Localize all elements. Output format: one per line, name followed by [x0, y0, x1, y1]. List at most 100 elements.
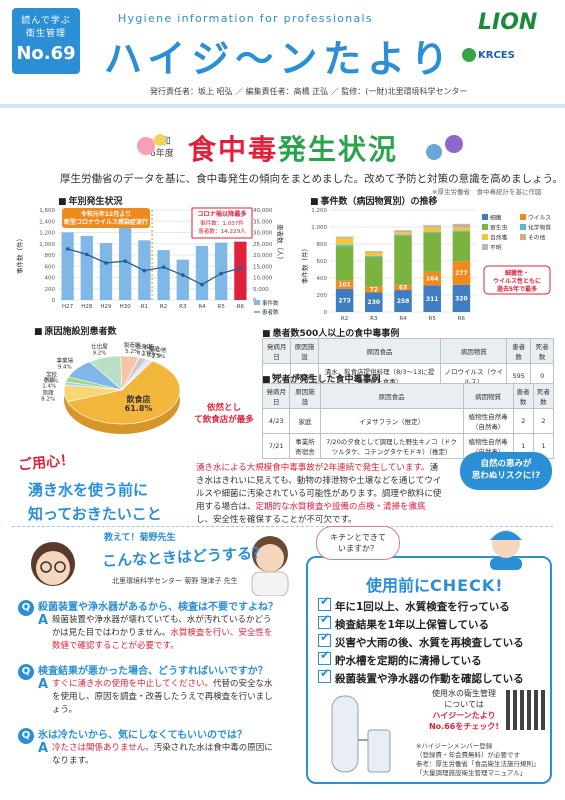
- table-cell: 2: [512, 408, 534, 434]
- bar: [99, 242, 113, 300]
- stacked-bar: [452, 231, 471, 262]
- y-tick: 400: [317, 276, 328, 282]
- slice-value: 9.4%: [58, 364, 72, 370]
- y-axis-label: 事件数（件）: [300, 245, 309, 284]
- source-note: ※厚生労働省 食中毒統計を基に作図: [432, 188, 542, 196]
- deaths-table: 発病月日 原因施設 原因食品 病因物質 患者数 死者数 4/23 家庭 イヌサフラン（推定） 植物…: [261, 383, 555, 459]
- table-header: 原因施設: [290, 338, 319, 364]
- y-tick-right: 30,000: [253, 231, 273, 237]
- table-header: 病因物質: [440, 338, 507, 364]
- y-tick-right: 10,000: [253, 276, 273, 282]
- slice-value: 5.2%: [125, 349, 139, 355]
- y-tick-left: 800: [45, 253, 56, 259]
- stacked-bar: [335, 237, 354, 238]
- y-tick-left: 1,600: [39, 208, 55, 214]
- y-tick-right: 20,000: [253, 253, 273, 259]
- y-tick-right: 35,000: [253, 219, 273, 225]
- stacked-bar: [394, 230, 412, 233]
- bar: [61, 232, 74, 300]
- y-tick: 200: [317, 293, 328, 299]
- covid-box: [62, 208, 150, 228]
- table-header: 患者数: [505, 338, 532, 364]
- data-label: 72: [370, 286, 378, 293]
- stacked-bar: [452, 284, 471, 312]
- check-title-prefix: 使用前に: [366, 576, 431, 595]
- data-label: 101: [338, 282, 351, 289]
- callout-text: ウイルス性ともに: [493, 277, 541, 285]
- callout-text: 細菌性・: [505, 269, 529, 277]
- y-tick-left: 600: [45, 264, 56, 270]
- bar: [157, 250, 170, 300]
- legend-label: 自然毒: [490, 234, 508, 242]
- stacked-bar: [394, 290, 412, 312]
- data-label: 63: [399, 284, 407, 291]
- bar: [215, 242, 228, 300]
- callout-text: 依然とし: [207, 402, 241, 413]
- qr-caption: 使用水の衛生管理 については ハイジーンたより No.66をチェック!: [428, 689, 499, 731]
- x-tick: R2: [341, 316, 348, 322]
- x-tick: R3: [179, 304, 187, 310]
- covid-text: 令和元年12月より: [80, 210, 131, 218]
- slice-value: 2.6%: [45, 378, 59, 384]
- page-title-green: 発生状況: [278, 133, 399, 166]
- point: [238, 266, 243, 270]
- stacked-bar: [423, 225, 441, 227]
- qr-code-icon[interactable]: [506, 690, 546, 730]
- table-cell: イヌサフラン（推定）: [319, 408, 464, 434]
- stacked-bar: [365, 251, 383, 252]
- slice-label: 家庭: [149, 345, 161, 353]
- data-label: 230: [368, 299, 381, 306]
- brand-title: ハイジ〜ンたより: [104, 36, 455, 81]
- question-3: Q 氷は冷たいから、気にしなくてもいいのでは？: [18, 726, 247, 744]
- point: [200, 282, 204, 287]
- legend-label: 化学物質: [528, 224, 551, 232]
- stacked-bar: [423, 226, 441, 228]
- peak-line1: 事件数：1,037件: [200, 219, 244, 227]
- table-header: 原因施設: [289, 383, 321, 409]
- stacked-bar: [335, 237, 354, 245]
- x-tick: H27: [62, 304, 74, 310]
- check-title: 使用前にCHECK!: [366, 572, 504, 596]
- question-1: Q 殺菌装置や浄水器があるから、検査は不要ですよね？: [18, 598, 278, 616]
- y-tick: 1,000: [311, 225, 327, 231]
- table-header: 病因物質: [462, 383, 514, 409]
- slice-label: 病院: [44, 375, 56, 383]
- data-label: 273: [338, 297, 351, 304]
- y-tick-right: 15,000: [253, 264, 273, 270]
- worker-avatar: [490, 530, 522, 570]
- table-cell: 7/21: [261, 433, 291, 459]
- notice-title: 湧き水を使う前に 知っておきたいこと: [28, 478, 162, 526]
- yearly-chart: 02004006008001,0001,2001,4001,60005,0001…: [15, 207, 284, 316]
- legend-swatch: [482, 234, 488, 240]
- x-tick: H29: [100, 304, 112, 310]
- checkbox-icon: [318, 648, 331, 665]
- bar: [176, 259, 189, 300]
- y-tick-right: 5,000: [253, 287, 269, 293]
- pie-slice: [121, 359, 153, 391]
- y-tick-left: 400: [45, 276, 56, 282]
- check-item: 年に1回以上、水質検査を行っている: [318, 594, 510, 614]
- notice-body2: し、安全性を確保することが不可欠です。: [196, 515, 357, 525]
- tagline: Hygiene information for professionals: [118, 12, 373, 25]
- legend-label: 事件数: [262, 299, 279, 307]
- teacher-name: 北里環境科学センター 菊野 理津子 先生: [112, 577, 238, 585]
- notice-red1: 湧き水による大規模食中毒事故が2年連続で発生しています。: [196, 463, 430, 473]
- stacked-bar: [394, 284, 412, 291]
- y-axis-label-right: 患者数（人）: [276, 224, 284, 263]
- notice-title-line1: 湧き水を使う前に: [28, 481, 149, 499]
- stacked-bar: [423, 232, 441, 272]
- stacked-bar: [335, 288, 354, 312]
- data-label: 277: [455, 270, 468, 277]
- x-tick: R3: [370, 316, 378, 322]
- slice-value: 61.8%: [125, 404, 153, 413]
- x-tick: R1: [141, 304, 148, 310]
- a-marker: A: [38, 677, 49, 692]
- caution-badge: ご用心！: [17, 452, 75, 474]
- answer-1: A 殺菌装置や浄水器が壊れていても、水が汚れているかどうかは見た目ではわかりません…: [38, 613, 273, 651]
- stacked-bar: [423, 285, 441, 312]
- data-label: 311: [426, 296, 439, 303]
- stacked-bar: [394, 230, 412, 231]
- table-cell: 植物性自然毒（自然毒）: [462, 408, 514, 434]
- stacked-bar: [365, 286, 383, 293]
